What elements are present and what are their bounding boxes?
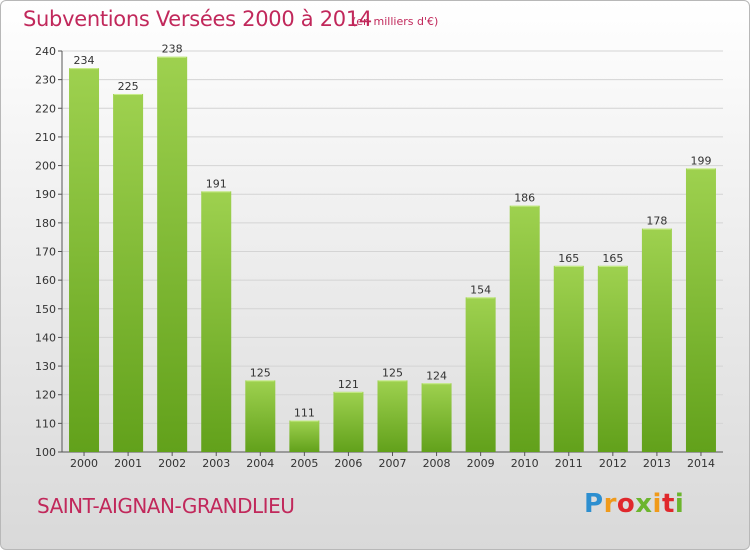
data-label-2014: 199 [690,154,711,167]
y-tick-label: 130 [35,360,56,373]
bar-2006 [333,391,364,452]
proxiti-logo: Proxiti [584,489,684,519]
x-tick-label-2002: 2002 [158,457,186,470]
logo-letter: o [616,489,636,519]
bar-2001 [113,93,144,452]
x-tick-label-2003: 2003 [202,457,230,470]
bar-2014 [685,168,716,452]
bars [69,56,716,452]
y-tick-label: 220 [35,102,56,115]
bar-2009 [465,297,496,452]
x-tick-label-2011: 2011 [555,457,583,470]
y-tick-label: 170 [35,246,56,259]
y-tick-labels: 100 110 120 130 140 150 160 170 180 190 200 210 220 2… [35,45,56,459]
data-label-2007: 125 [382,366,403,379]
bar-2004 [245,380,276,452]
x-tick-label-2013: 2013 [643,457,671,470]
logo-letter: r [603,489,617,519]
y-tick-label: 210 [35,131,56,144]
x-tick-label-2010: 2010 [511,457,539,470]
data-label-2012: 165 [602,252,623,265]
y-tick-label: 240 [35,45,56,58]
bar-2002 [157,56,188,452]
x-tick-label-2012: 2012 [599,457,627,470]
y-tick-label: 110 [35,417,56,430]
data-label-2006: 121 [338,378,359,391]
data-label-2009: 154 [470,283,491,296]
data-label-2010: 186 [514,192,535,205]
x-tick-label-2014: 2014 [687,457,715,470]
x-tick-label-2001: 2001 [114,457,142,470]
bar-2000 [69,68,100,452]
y-tick-label: 120 [35,389,56,402]
data-label-2011: 165 [558,252,579,265]
x-tick-label-2008: 2008 [423,457,451,470]
bar-2005 [289,420,320,452]
y-tick-label: 200 [35,160,56,173]
x-tick-label-2005: 2005 [290,457,318,470]
x-tick-labels: 2000 2001 2002 2003 2004 2005 2006 2007 2008 2009… [70,457,715,470]
x-tick-label-2006: 2006 [334,457,362,470]
logo-letter: i [652,489,662,519]
bar-2003 [201,191,232,452]
y-tick-label: 160 [35,274,56,287]
bar-2008 [421,383,452,452]
logo-letter: x [635,489,653,519]
bar-2013 [641,228,672,452]
data-label-2005: 111 [294,406,315,419]
chart-unit-note: (en milliers d'€) [352,15,439,28]
y-tick-label: 150 [35,303,56,316]
y-tick-label: 180 [35,217,56,230]
bar-2007 [377,380,408,452]
logo-letter: t [661,489,675,519]
x-tick-label-2000: 2000 [70,457,98,470]
location-name: SAINT-AIGNAN-GRANDLIEU [37,494,295,518]
data-label-2004: 125 [250,366,271,379]
chart-title: Subventions Versées 2000 à 2014 [23,7,372,31]
logo-letter: P [584,489,604,519]
y-tick-label: 100 [35,446,56,459]
y-tick-label: 230 [35,74,56,87]
bar-2010 [509,205,540,452]
data-label-2000: 234 [74,54,95,67]
y-tick-label: 140 [35,331,56,344]
bar-2012 [597,265,628,452]
data-labels: 234 225 238 191 125 111 121 125 124 154 186 165 165 1… [74,43,712,420]
x-tick-label-2007: 2007 [379,457,407,470]
bar-2011 [553,265,584,452]
data-label-2002: 238 [162,43,183,56]
data-label-2003: 191 [206,177,227,190]
data-label-2008: 124 [426,369,447,382]
data-label-2001: 225 [118,80,139,93]
logo-letter: i [674,489,685,519]
data-label-2013: 178 [646,215,667,228]
x-tick-label-2004: 2004 [246,457,274,470]
x-tick-label-2009: 2009 [467,457,495,470]
y-tick-label: 190 [35,188,56,201]
